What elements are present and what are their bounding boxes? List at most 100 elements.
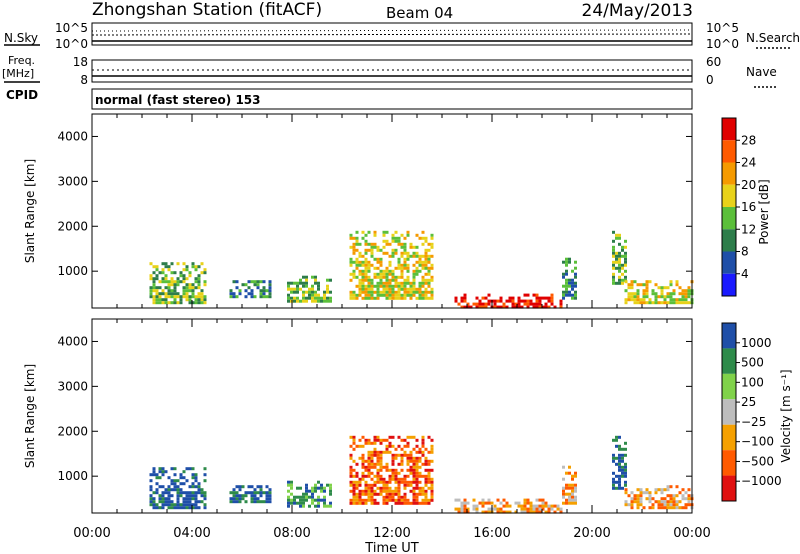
echo-cell [367, 263, 371, 267]
echo-cell [550, 504, 554, 508]
echo-cell [182, 268, 186, 272]
echo-cell [412, 501, 416, 505]
echo-cell [538, 299, 542, 303]
colorbar-segment [722, 229, 736, 252]
echo-cell [406, 501, 410, 505]
echo-cell [523, 501, 527, 505]
echo-cell [152, 271, 156, 275]
echo-cell [361, 489, 365, 493]
echo-cell [403, 290, 407, 294]
echo-cell [320, 486, 323, 490]
echo-cell [352, 468, 356, 472]
echo-cell [152, 277, 156, 281]
echo-cell [639, 500, 643, 504]
echo-cell [421, 441, 425, 445]
echo-cell [379, 275, 383, 279]
echo-cell [565, 498, 568, 502]
echo-cell [370, 251, 374, 255]
echo-cell [424, 501, 428, 505]
echo-cell [361, 498, 365, 502]
echo-cell [412, 281, 416, 285]
echo-cell [675, 283, 679, 287]
echo-cell [268, 283, 272, 287]
echo-cell [179, 476, 183, 480]
echo-cell [388, 435, 392, 439]
echo-cell [287, 281, 290, 285]
echo-cell [430, 450, 434, 454]
echo-cell [415, 296, 419, 300]
echo-cell [409, 254, 413, 258]
echo-cell [164, 503, 168, 507]
echo-cell [238, 292, 242, 296]
echo-cell [427, 281, 431, 285]
echo-cell [654, 491, 658, 495]
echo-cell [669, 485, 673, 489]
echo-cell [385, 495, 389, 499]
echo-cell [666, 500, 670, 504]
colorbar-segment [722, 118, 736, 141]
echo-cell [669, 503, 673, 507]
echo-cell [406, 287, 410, 291]
echo-cell [382, 290, 386, 294]
echo-cell [624, 263, 627, 267]
echo-cell [176, 283, 180, 287]
echo-cell [412, 293, 416, 297]
echo-cell [574, 483, 577, 487]
echo-cell [164, 265, 168, 269]
echo-cell [191, 494, 195, 498]
echo-cell [430, 447, 434, 451]
echo-cell [167, 497, 171, 501]
echo-cell [487, 498, 491, 502]
echo-cell [627, 295, 631, 299]
echo-cell [418, 480, 422, 484]
echo-cell [152, 283, 156, 287]
echo-cell [370, 281, 374, 285]
echo-cell [415, 456, 419, 460]
echo-cell [370, 498, 374, 502]
echo-cell [463, 498, 467, 502]
echo-cell [379, 468, 383, 472]
echo-cell [400, 459, 404, 463]
echo-cell [364, 284, 368, 288]
echo-cell [391, 284, 395, 288]
echo-cell [170, 262, 174, 266]
echo-cell [299, 498, 302, 502]
echo-cell [391, 477, 395, 481]
echo-cell [636, 292, 640, 296]
echo-cell [406, 257, 410, 261]
echo-cell [182, 503, 186, 507]
echo-cell [382, 498, 386, 502]
echo-cell [287, 299, 290, 303]
echo-cell [421, 438, 425, 442]
echo-cell [161, 503, 165, 507]
echo-cell [179, 271, 183, 275]
echo-cell [376, 501, 380, 505]
echo-cell [612, 266, 615, 270]
echo-cell [311, 501, 314, 505]
echo-cell [499, 501, 503, 505]
echo-cell [400, 456, 404, 460]
echo-cell [358, 260, 362, 264]
echo-cell [418, 486, 422, 490]
echo-cell [167, 283, 171, 287]
echo-cell [361, 269, 365, 273]
echo-cell [663, 286, 667, 290]
echo-cell [493, 305, 497, 309]
echo-cell [571, 284, 574, 288]
echo-cell [400, 453, 404, 457]
echo-cell [235, 494, 239, 498]
echo-cell [155, 506, 159, 510]
echo-cell [203, 467, 207, 471]
echo-cell [364, 498, 368, 502]
echo-cell [565, 284, 568, 288]
echo-cell [517, 504, 521, 508]
echo-cell [352, 269, 356, 273]
echo-cell [373, 501, 377, 505]
echo-cell [268, 292, 272, 296]
echo-cell [364, 290, 368, 294]
echo-cell [164, 280, 168, 284]
echo-cell [633, 497, 637, 501]
echo-cell [355, 483, 359, 487]
echo-cell [565, 278, 568, 282]
echo-cell [352, 492, 356, 496]
